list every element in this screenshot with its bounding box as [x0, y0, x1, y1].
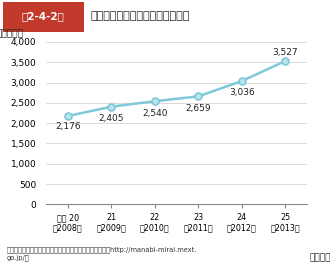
Text: 2,176: 2,176 — [55, 122, 81, 131]
Text: 2,405: 2,405 — [99, 114, 124, 123]
Text: 3,527: 3,527 — [272, 48, 298, 57]
Text: （年度）: （年度） — [310, 253, 330, 262]
FancyBboxPatch shape — [3, 2, 84, 32]
Text: （出典）文部科学省「学校と地域でつくる学びの未来」（http://manabi-mirai.mext.
go.jp/）: （出典）文部科学省「学校と地域でつくる学びの未来」（http://manabi-… — [7, 247, 197, 261]
Text: 2,540: 2,540 — [142, 108, 168, 118]
Text: 第2-4-2図: 第2-4-2図 — [21, 11, 64, 21]
Text: （本部数）: （本部数） — [0, 30, 23, 39]
Text: 3,036: 3,036 — [229, 88, 255, 97]
Text: 「学校支援地域本部」の設置状況: 「学校支援地域本部」の設置状況 — [91, 11, 190, 21]
Text: 2,659: 2,659 — [185, 104, 211, 113]
